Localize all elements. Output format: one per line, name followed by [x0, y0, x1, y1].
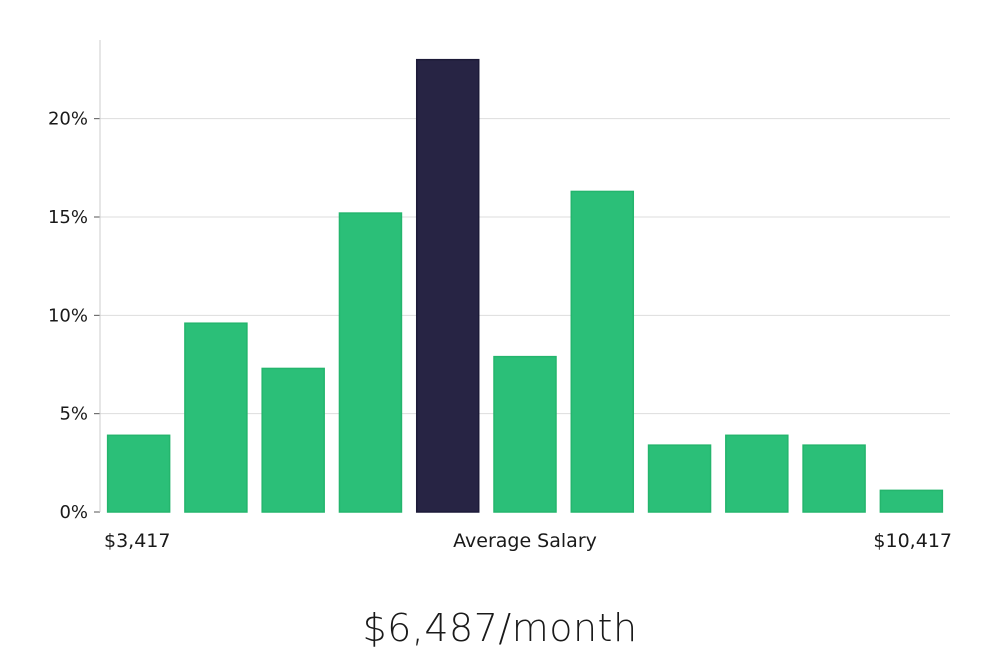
bar	[570, 190, 635, 513]
bar	[725, 434, 789, 513]
bars	[106, 58, 944, 513]
average-salary-value: $6,487/month	[362, 606, 638, 650]
y-tick-label: 20%	[48, 109, 88, 130]
y-axis-ticks: 0% 5% 10% 15% 20%	[48, 109, 100, 523]
bar	[493, 355, 557, 513]
salary-histogram-chart: 0% 5% 10% 15% 20% $3,417 Average Salary $10,…	[48, 40, 952, 552]
x-label-average-salary: Average Salary	[453, 530, 597, 552]
x-label-max: $10,417	[873, 530, 952, 552]
y-tick-label: 5%	[59, 404, 88, 425]
bar	[879, 489, 944, 513]
y-tick-label: 10%	[48, 305, 88, 326]
bar-highlight	[415, 58, 480, 513]
bar	[106, 434, 171, 513]
x-label-min: $3,417	[104, 530, 170, 552]
y-tick-label: 0%	[59, 502, 88, 523]
bar	[647, 444, 712, 513]
bar	[338, 212, 403, 513]
bar	[261, 367, 325, 513]
bar	[184, 322, 248, 513]
y-tick-label: 15%	[48, 207, 88, 228]
bar	[802, 444, 866, 513]
